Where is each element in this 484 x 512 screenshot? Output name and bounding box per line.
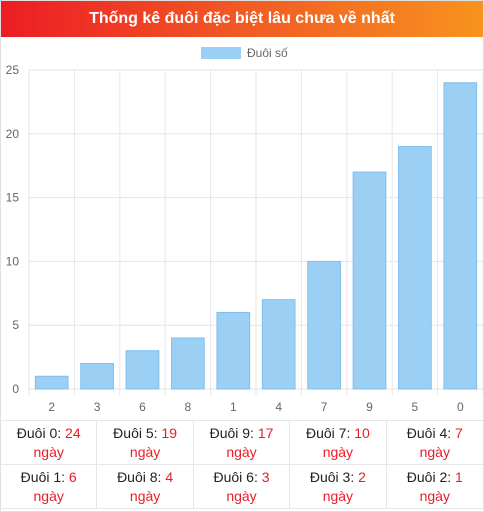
stat-value: 6	[68, 469, 77, 485]
stat-label: Đuôi 4:	[406, 425, 452, 441]
bar	[125, 350, 160, 390]
stat-cell: Đuôi 8: 4 ngày	[97, 465, 194, 509]
x-tick-label: 2	[48, 400, 55, 414]
legend-swatch	[201, 47, 241, 59]
stat-cell: Đuôi 2: 1 ngày	[386, 465, 483, 509]
stat-unit: ngày	[419, 444, 450, 460]
y-tick-label: 25	[6, 63, 20, 77]
bar	[398, 146, 432, 390]
bar	[352, 171, 387, 390]
stat-label: Đuôi 5:	[113, 425, 158, 441]
x-tick-label: 1	[230, 400, 237, 414]
stat-value: 1	[455, 469, 463, 485]
bar	[216, 311, 251, 390]
stat-unit: ngày	[33, 444, 64, 460]
stat-cell: Đuôi 3: 2 ngày	[290, 465, 387, 509]
stat-label: Đuôi 9:	[209, 425, 254, 441]
y-tick-label: 5	[12, 318, 19, 332]
stat-value: 19	[161, 425, 177, 441]
stat-cell: Đuôi 9: 17 ngày	[193, 421, 291, 465]
panel-title: Thống kê đuôi đặc biệt lâu chưa về nhất	[1, 1, 483, 37]
stat-value: 2	[358, 469, 366, 485]
y-tick-label: 20	[6, 127, 20, 141]
x-tick-label: 9	[366, 400, 373, 414]
y-tick-label: 0	[12, 382, 19, 396]
bar	[261, 299, 296, 390]
bar	[307, 260, 341, 390]
stat-value: 4	[165, 469, 174, 485]
bar-chart-svg: Đuôi số 0 5 10 15 20 25 2 3 6 8 1 4 7 9 5 0	[6, 46, 483, 414]
stats-grid: Đuôi 0: 24 ngày Đuôi 5: 19 ngày Đuôi 9: 17 ng…	[1, 420, 483, 509]
stat-value: 7	[455, 425, 463, 441]
stat-cell: Đuôi 5: 19 ngày	[97, 421, 194, 465]
stat-unit: ngày	[322, 488, 354, 504]
legend-label: Đuôi số	[247, 46, 288, 60]
stat-value: 10	[354, 425, 370, 441]
stat-label: Đuôi 8:	[117, 469, 162, 485]
stat-value: 24	[65, 425, 81, 441]
stat-value: 3	[261, 469, 270, 485]
bar	[443, 82, 478, 390]
stat-label: Đuôi 0:	[16, 425, 62, 441]
y-tick-label: 15	[6, 191, 20, 205]
x-tick-label: 7	[321, 400, 328, 414]
stat-unit: ngày	[129, 488, 161, 504]
stat-label: Đuôi 2:	[406, 469, 452, 485]
stat-unit: ngày	[33, 488, 64, 504]
x-tick-label: 4	[275, 400, 282, 414]
stat-value: 17	[257, 425, 274, 441]
x-tick-label: 5	[412, 400, 419, 414]
stat-label: Đuôi 1:	[20, 469, 66, 485]
stat-unit: ngày	[419, 488, 450, 504]
bar-chart: Đuôi số 0 5 10 15 20 25 2 3 6 8 1 4 7 9 5 0	[1, 37, 483, 420]
stat-label: Đuôi 7:	[305, 425, 351, 441]
stat-label: Đuôi 6:	[213, 469, 258, 485]
bar	[80, 362, 114, 390]
stat-unit: ngày	[226, 488, 257, 504]
stat-cell: Đuôi 6: 3 ngày	[193, 465, 291, 509]
x-tick-label: 0	[457, 400, 464, 414]
stat-cell: Đuôi 1: 6 ngày	[1, 465, 98, 509]
stat-unit: ngày	[226, 444, 257, 460]
stat-unit: ngày	[322, 444, 354, 460]
stat-label: Đuôi 3:	[309, 469, 355, 485]
stat-cell: Đuôi 0: 24 ngày	[1, 421, 98, 465]
stat-unit: ngày	[129, 444, 161, 460]
x-tick-label: 3	[94, 400, 101, 414]
x-tick-label: 8	[185, 400, 192, 414]
y-tick-label: 10	[6, 254, 20, 268]
bar	[34, 375, 69, 390]
stat-cell: Đuôi 7: 10 ngày	[290, 421, 387, 465]
x-tick-label: 6	[139, 400, 146, 414]
stat-cell: Đuôi 4: 7 ngày	[386, 421, 483, 465]
bar	[171, 337, 205, 390]
